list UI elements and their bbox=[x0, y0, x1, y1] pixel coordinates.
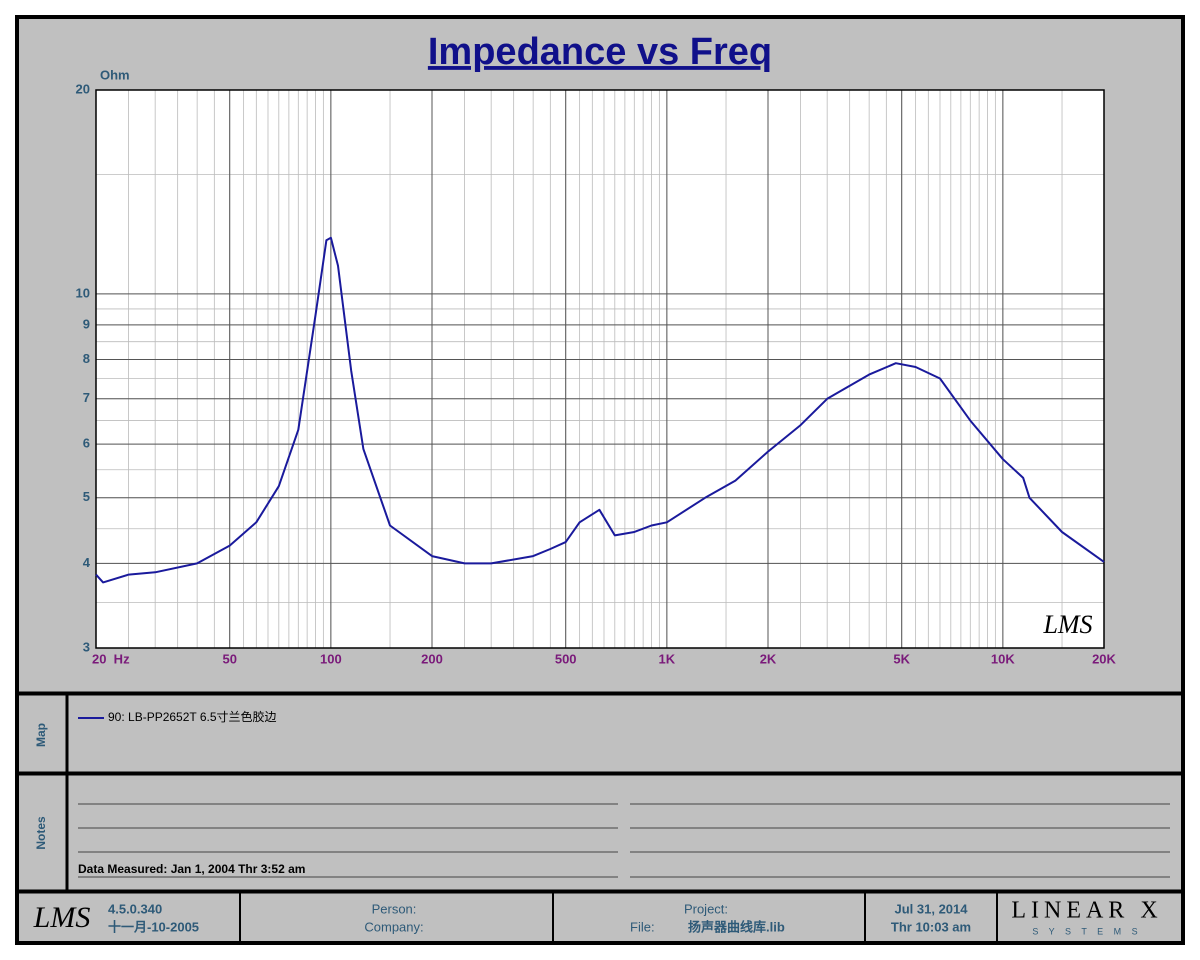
y-tick-label: 5 bbox=[83, 489, 90, 504]
person: Person: bbox=[372, 901, 417, 916]
x-tick-label: 50 bbox=[222, 651, 236, 666]
plot-border bbox=[95, 89, 1105, 649]
file-label: File: bbox=[630, 919, 655, 934]
x-tick-label: 5K bbox=[893, 651, 910, 666]
brand: LINEAR X bbox=[1011, 898, 1162, 924]
y-tick-label: 7 bbox=[83, 390, 90, 405]
x-tick-label: 200 bbox=[421, 651, 443, 666]
x-tick-label: 1K bbox=[659, 651, 676, 666]
x-tick-label: 500 bbox=[555, 651, 577, 666]
x-tick-label: 2K bbox=[760, 651, 777, 666]
plot-area bbox=[96, 90, 1104, 648]
footer-dividers bbox=[239, 892, 998, 943]
date: Jul 31, 2014 bbox=[895, 901, 969, 916]
panel-label: Notes bbox=[34, 816, 48, 850]
y-axis-label: Ohm bbox=[100, 67, 130, 82]
y-tick-label: 6 bbox=[83, 436, 90, 451]
time: Thr 10:03 am bbox=[891, 919, 971, 934]
y-tick-label: 9 bbox=[83, 316, 90, 331]
x-tick-label: 20 Hz bbox=[92, 651, 130, 666]
impedance-curve bbox=[95, 236, 1105, 584]
file-name: 扬声器曲线库.lib bbox=[688, 919, 785, 934]
chart-title: Impedance vs Freq bbox=[428, 31, 772, 73]
x-tick-label: 10K bbox=[991, 651, 1015, 666]
x-tick-label: 20K bbox=[1092, 651, 1116, 666]
y-tick-label: 8 bbox=[83, 351, 90, 366]
grid bbox=[95, 89, 1105, 649]
y-tick-label: 3 bbox=[83, 639, 90, 654]
note-lines bbox=[78, 803, 1170, 878]
panel-label: Map bbox=[34, 723, 48, 747]
x-tick-label: 100 bbox=[320, 651, 342, 666]
y-tick-label: 10 bbox=[76, 285, 90, 300]
project: Project: bbox=[684, 901, 728, 916]
brand-sub: S Y S T E M S bbox=[1032, 926, 1141, 936]
watermark: LMS bbox=[1042, 610, 1092, 639]
company: Company: bbox=[364, 919, 423, 934]
footer-logo: LMS bbox=[33, 901, 91, 934]
notes-measured: Data Measured: Jan 1, 2004 Thr 3:52 am bbox=[78, 862, 305, 876]
build-date: 十一月-10-2005 bbox=[108, 919, 199, 934]
legend-label: 90: LB-PP2652T 6.5寸兰色胶边 bbox=[108, 709, 277, 724]
y-tick-label: 4 bbox=[83, 555, 91, 570]
version: 4.5.0.340 bbox=[108, 901, 162, 916]
y-tick-label: 20 bbox=[76, 81, 90, 96]
